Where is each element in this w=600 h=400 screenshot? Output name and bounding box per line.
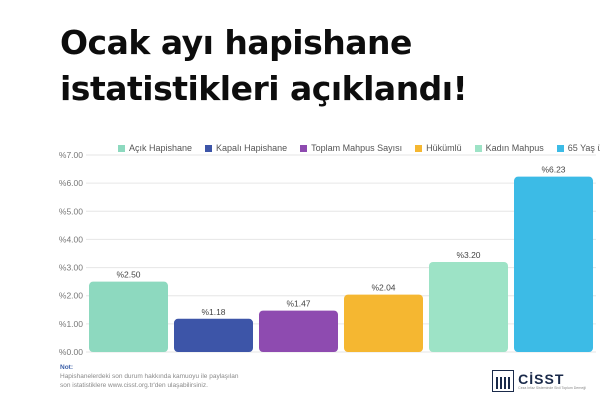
logo-subtitle: Ceza İnfaz Sisteminde Sivil Toplum Derne… — [518, 385, 586, 390]
y-tick-label: %2.00 — [59, 291, 83, 301]
bar — [89, 281, 168, 352]
bar-value-label: %2.50 — [116, 270, 140, 280]
legend-label: Açık Hapishane — [129, 143, 193, 153]
legend-swatch — [474, 144, 482, 152]
title-line-2: istatistikleri açıklandı! — [60, 69, 468, 108]
bar-value-label: %1.47 — [286, 299, 310, 309]
note-title: Not: — [60, 364, 73, 371]
legend-label: Toplam Mahpus Sayısı — [311, 143, 403, 153]
legend-item: Hükümlü — [415, 143, 462, 153]
chart-legend: Açık Hapishane Kapalı Hapishane Toplam Mah… — [118, 141, 600, 155]
bar-value-label: %3.20 — [456, 250, 480, 260]
page-title: Ocak ayı hapishane istatistikleri açıkla… — [60, 20, 580, 112]
legend-swatch — [205, 144, 213, 152]
y-tick-label: %1.00 — [59, 319, 83, 329]
note-line-2: son istatistiklere www.cisst.org.tr'den … — [60, 382, 208, 389]
legend-swatch — [415, 144, 423, 152]
y-tick-label: %6.00 — [59, 178, 83, 188]
legend-label: Kadın Mahpus — [485, 143, 544, 153]
y-tick-label: %3.00 — [59, 263, 83, 273]
y-tick-label: %4.00 — [59, 234, 83, 244]
legend-item: Toplam Mahpus Sayısı — [300, 143, 402, 153]
bar-value-label: %6.23 — [541, 165, 565, 175]
bar — [429, 261, 508, 352]
legend-item: 65 Yaş üstü — [556, 143, 600, 153]
y-tick-label: %7.00 — [59, 150, 83, 160]
bars-logo-icon — [492, 370, 515, 392]
legend-item: Kadın Mahpus — [474, 143, 544, 153]
legend-label: 65 Yaş üstü — [567, 143, 600, 153]
bar — [174, 318, 253, 352]
legend-item: Kapalı Hapishane — [205, 143, 287, 153]
bar — [514, 176, 593, 352]
bar-value-label: %1.18 — [201, 307, 225, 317]
legend-label: Hükümlü — [426, 143, 462, 153]
legend-item: Açık Hapishane — [118, 143, 192, 153]
bar — [344, 294, 423, 352]
legend-swatch — [556, 144, 564, 152]
y-tick-label: %5.00 — [59, 206, 83, 216]
legend-label: Kapalı Hapishane — [216, 143, 288, 153]
footnote: Not: Hapishanelerdeki son durum hakkında… — [60, 363, 239, 390]
legend-swatch — [118, 144, 125, 152]
logo-word: CİSST — [518, 370, 565, 387]
legend-swatch — [300, 144, 308, 152]
bar-chart: %0.00 %1.00 %2.00 %3.00 %4.00 %5.00 %6.00 %7.00… — [59, 150, 596, 357]
cisst-logo: CİSST Ceza İnfaz Sisteminde Sivil Toplum… — [492, 370, 586, 392]
title-line-1: Ocak ayı hapishane — [60, 23, 412, 62]
y-tick-label: %0.00 — [59, 347, 83, 357]
note-line-1: Hapishanelerdeki son durum hakkında kamu… — [60, 373, 239, 380]
bar-value-label: %2.04 — [371, 283, 395, 293]
bar — [259, 310, 338, 352]
